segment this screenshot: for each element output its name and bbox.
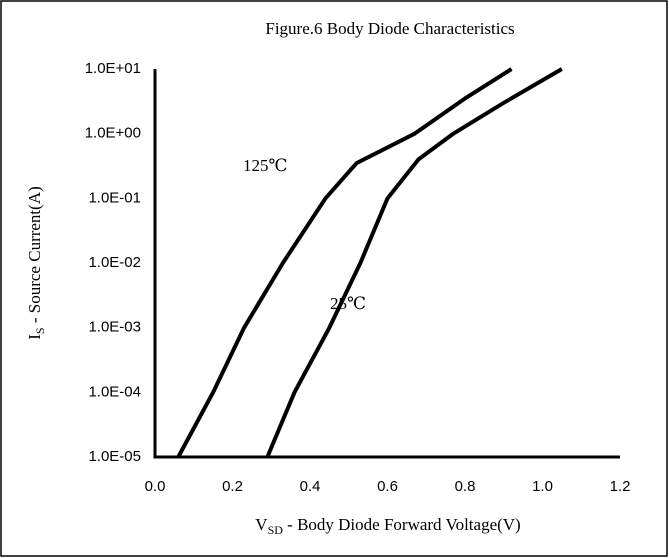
series-label: 25℃ [330, 294, 366, 313]
y-tick-label: 1.0E-03 [88, 319, 141, 336]
y-tick-label: 1.0E+01 [85, 60, 141, 77]
y-label-main: I [25, 334, 44, 340]
y-label-sub: S [33, 327, 47, 334]
series-label: 125℃ [243, 156, 288, 175]
x-label-rest: - Body Diode Forward Voltage(V) [283, 515, 521, 534]
series-line [265, 67, 563, 458]
x-tick-label: 1.2 [610, 478, 631, 495]
chart-title: Figure.6 Body Diode Characteristics [265, 19, 514, 38]
x-axis-label: VSD - Body Diode Forward Voltage(V) [255, 515, 520, 537]
y-tick-label: 1.0E-02 [88, 254, 141, 271]
series-line [176, 67, 513, 458]
x-label-sub: SD [268, 523, 284, 537]
x-tick-label: 1.0 [532, 478, 553, 495]
x-tick-label: 0.2 [222, 478, 243, 495]
x-label-main: V [255, 515, 268, 534]
y-tick-label: 1.0E-04 [88, 383, 141, 400]
y-tick-label: 1.0E-05 [88, 448, 141, 465]
y-axis-label: IS - Source Current(A) [25, 186, 47, 340]
y-label-rest: - Source Current(A) [25, 186, 44, 327]
x-tick-label: 0.6 [377, 478, 398, 495]
y-tick-label: 1.0E-01 [88, 189, 141, 206]
y-tick-label: 1.0E+00 [85, 125, 141, 142]
x-tick-label: 0.8 [455, 478, 476, 495]
x-tick-label: 0.4 [300, 478, 321, 495]
x-tick-label: 0.0 [145, 478, 166, 495]
